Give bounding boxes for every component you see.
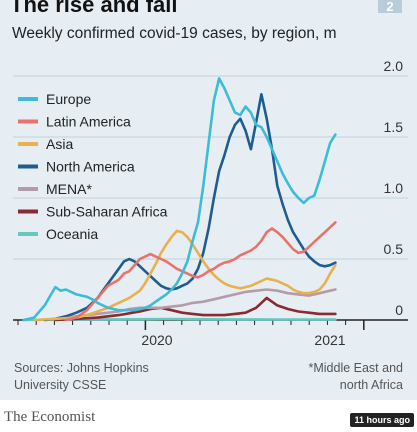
series-line-north-america: [43, 93, 337, 322]
chart-card: [0, 0, 417, 400]
legend-label: North America: [46, 159, 135, 175]
legend-label: Latin America: [46, 114, 131, 130]
y-tick-label: 0.5: [384, 241, 404, 257]
source-line: Sources: Johns Hopkins: [14, 361, 149, 375]
footnote: *Middle East and north Africa: [253, 360, 403, 394]
series-line-europe: [22, 77, 337, 322]
source-note: Sources: Johns Hopkins University CSSE: [14, 360, 204, 394]
timestamp-badge: 11 hours ago: [350, 413, 414, 427]
y-tick-label: 1.5: [384, 119, 404, 135]
y-tick-label: 0: [395, 302, 403, 318]
footnote-line: *Middle East and: [308, 361, 403, 375]
legend-label: Asia: [46, 136, 73, 152]
legend-label: MENA*: [46, 181, 92, 197]
series-line-latin-america: [64, 221, 337, 322]
footnote-line: north Africa: [339, 378, 403, 392]
y-tick-label: 2.0: [384, 58, 404, 74]
x-tick-label: 2021: [314, 332, 345, 348]
source-line: University CSSE: [14, 378, 107, 392]
series-line-mena: [43, 288, 337, 322]
legend-label: Oceania: [46, 226, 98, 242]
chart-title: The rise and fall: [10, 0, 178, 17]
y-tick-label: 1.0: [384, 180, 404, 196]
x-tick-label: 2020: [141, 332, 172, 348]
legend-label: Europe: [46, 91, 91, 107]
series-line-sub-saharan-africa: [54, 296, 337, 322]
line-chart: 2020 2021 0 0.5 1.0 1.5 2.0 Europe Latin Ameri…: [13, 58, 408, 348]
chart-subtitle: Weekly confirmed covid-19 cases, by regi…: [12, 25, 337, 42]
chart-number-badge: 2: [378, 0, 402, 13]
footer-bar: [0, 400, 417, 432]
brand-logo-text[interactable]: The Economist: [4, 409, 96, 425]
legend-label: Sub-Saharan Africa: [46, 204, 168, 220]
series-line-asia: [32, 229, 337, 322]
